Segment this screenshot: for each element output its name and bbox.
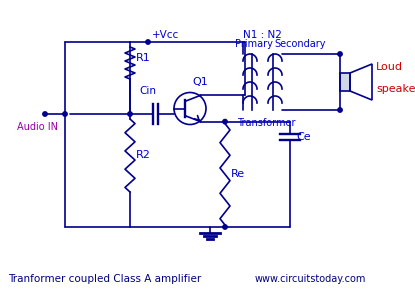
Circle shape [338,52,342,56]
Text: R1: R1 [136,53,151,63]
Circle shape [63,112,67,116]
Text: speaker: speaker [376,84,415,94]
Text: Cin: Cin [139,86,156,96]
Text: +Vcc: +Vcc [152,30,179,40]
Text: Secondary: Secondary [274,39,325,49]
Text: Tranformer coupled Class A amplifier: Tranformer coupled Class A amplifier [8,274,201,284]
Circle shape [43,112,47,116]
Text: Ce: Ce [296,132,310,142]
Text: Q1: Q1 [192,77,208,88]
Circle shape [128,112,132,116]
Text: N1 : N2: N1 : N2 [243,30,282,40]
Text: Re: Re [231,169,245,179]
Text: Audio IN: Audio IN [17,122,58,132]
Text: R2: R2 [136,150,151,161]
Circle shape [338,108,342,112]
Circle shape [223,225,227,229]
Text: Loud: Loud [376,62,403,72]
Circle shape [223,119,227,124]
Bar [340,73,350,91]
Text: Primary: Primary [235,39,273,49]
Text: www.circuitstoday.com: www.circuitstoday.com [255,274,366,284]
Circle shape [146,40,150,44]
Text: Transformer: Transformer [237,118,295,128]
